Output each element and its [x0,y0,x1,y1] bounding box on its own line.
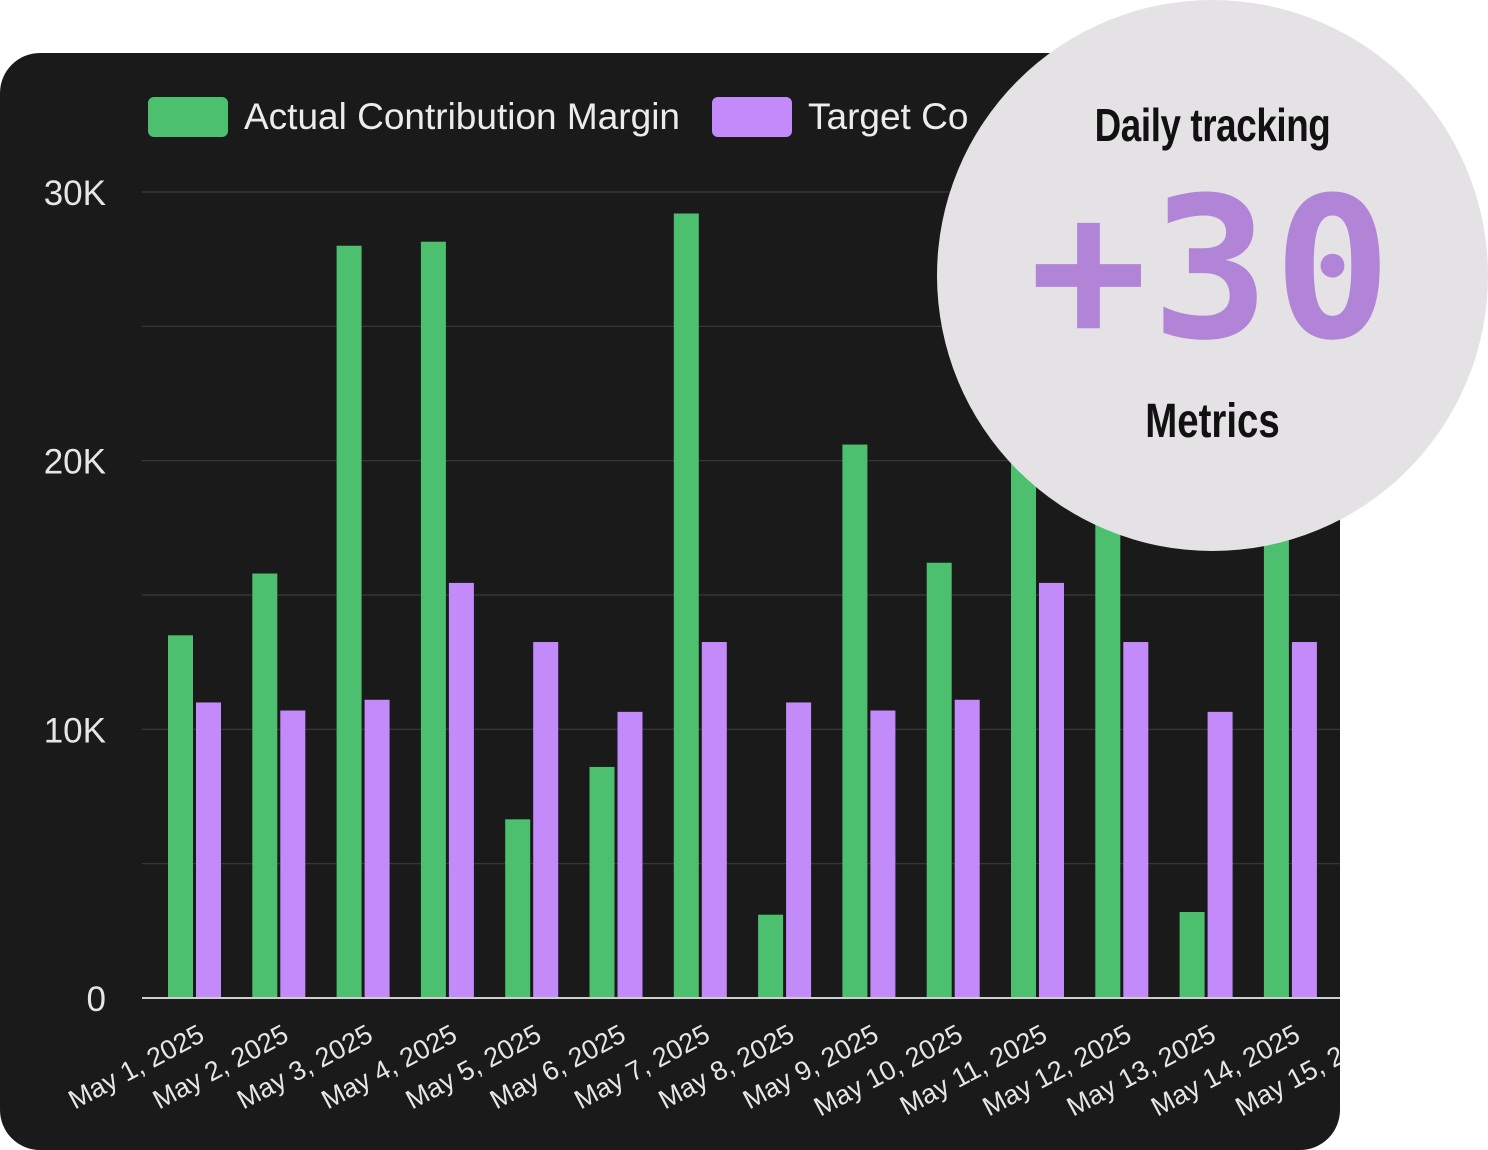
y-tick-label: 0 [87,980,106,1019]
bar-target [954,699,980,998]
legend-item-target[interactable]: Target Co [712,97,968,137]
badge-top-text: Daily tracking [1094,99,1331,151]
bar-actual [1263,527,1289,998]
bar-target [448,582,474,998]
badge-value: +30 [1029,156,1396,384]
bar-target [1123,642,1149,998]
bar-target [280,710,306,998]
bar-target [1039,582,1064,998]
bar-target [870,710,896,998]
y-tick-label: 20K [44,443,106,482]
bar-actual [758,914,784,998]
bar-actual [168,635,193,998]
metrics-badge: Daily tracking +30 Metrics [937,0,1488,551]
bar-actual [420,241,446,998]
bar-actual [589,766,615,998]
legend-label-target: Target Co [808,96,969,137]
bar-target [1207,711,1233,998]
bar-actual [1095,519,1121,998]
bar-actual [673,213,699,998]
bar-actual [505,819,531,998]
bar-target [701,642,727,998]
bar-actual [842,444,868,999]
bar-actual [1011,460,1036,999]
legend-label-actual: Actual Contribution Margin [244,96,680,137]
bar-actual [336,245,362,998]
badge-bottom-text: Metrics [1145,395,1280,448]
legend-item-actual[interactable]: Actual Contribution Margin [148,97,680,137]
bar-actual [926,562,952,998]
legend-swatch-actual [148,97,228,137]
bar-target [196,702,221,998]
bar-target [786,702,812,998]
bar-target [364,699,390,998]
chart-legend: Actual Contribution Margin Target Co [148,97,1000,137]
bar-target [533,642,559,998]
bar-actual [1179,912,1205,998]
legend-swatch-target [712,97,792,137]
bar-target [1291,642,1317,998]
bar-actual [252,573,278,998]
bar-target [617,711,643,998]
y-tick-label: 30K [44,174,106,213]
y-tick-label: 10K [44,711,106,750]
